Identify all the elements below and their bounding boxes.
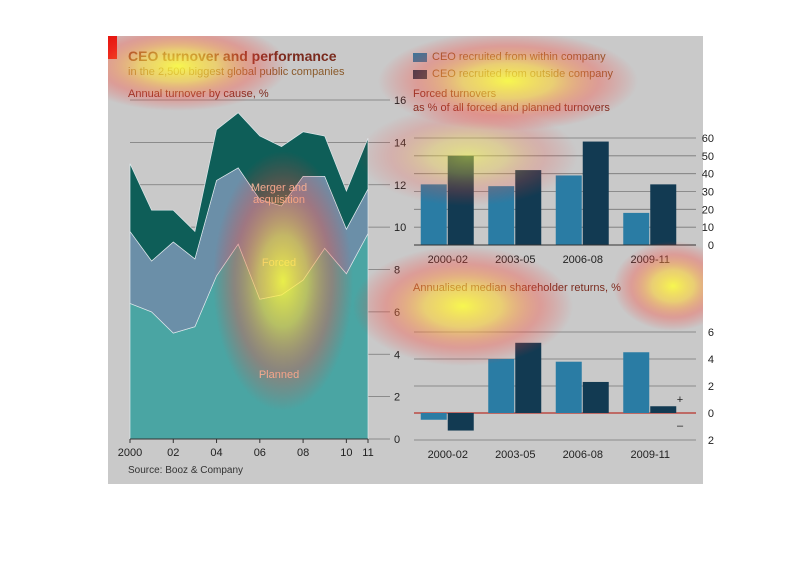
forced-turnover-x-tick-label: 2000-02 [428,254,468,266]
left-x-tick-label: 11 [362,447,373,459]
forced-turnover-y-tick-label: 10 [702,222,714,234]
forced-turnover-bar [515,170,542,245]
shareholder-returns-bar [582,381,609,413]
forced-turnover-bar [447,155,474,245]
forced-turnover-bar [623,212,650,245]
forced-turnover-bar [582,141,609,245]
area-label-merger: acquisition [253,194,305,206]
shareholder-returns-x-tick-label: 2000-02 [428,449,468,461]
left-y-tick-label: 8 [394,265,400,277]
forced-turnover-bar [650,184,677,245]
shareholder-returns-y-tick-label: 2 [708,381,714,393]
shareholder-returns-bar [555,361,582,413]
left-y-tick-label: 6 [394,307,400,319]
shareholder-returns-bar [488,359,515,413]
forced-turnover-y-tick-label: 50 [702,151,714,163]
shareholder-returns-minus-sign: – [677,420,684,432]
shareholder-returns-x-tick-label: 2009-11 [630,449,670,461]
forced-turnover-x-tick-label: 2009-11 [630,254,670,266]
area-label-merger: Merger and [251,182,307,194]
forced-turnover-bar [555,175,582,245]
left-y-tick-label: 12 [394,180,406,192]
left-x-tick-label: 04 [210,447,222,459]
shareholder-returns-y-tick-label: 0 [708,408,714,420]
shareholder-returns-bar [515,342,542,413]
left-y-tick-label: 10 [394,222,406,234]
shareholder-returns-y-tick-label: 2 [708,435,714,447]
left-x-tick-label: 08 [297,447,309,459]
shareholder-returns-bar [650,406,677,413]
left-x-tick-label: 2000 [118,447,142,459]
forced-turnover-x-tick-label: 2003-05 [495,254,535,266]
shareholder-returns-plus-sign: + [677,394,683,406]
shareholder-returns-x-tick-label: 2006-08 [563,449,603,461]
shareholder-returns-x-tick-label: 2003-05 [495,449,535,461]
left-x-tick-label: 02 [167,447,179,459]
forced-turnover-bar [488,186,515,245]
area-label-forced: Forced [262,257,296,269]
area-label-planned: Planned [259,369,299,381]
source-note: Source: Booz & Company [128,465,244,476]
left-y-tick-label: 16 [394,95,406,107]
forced-turnover-bar [420,184,447,245]
forced-turnover-x-tick-label: 2006-08 [563,254,603,266]
shareholder-returns-bar [447,413,474,431]
shareholder-returns-y-tick-label: 4 [708,354,714,366]
shareholder-returns-bar [623,352,650,413]
left-y-tick-label: 0 [394,434,400,446]
left-x-tick-label: 06 [254,447,266,459]
left-y-tick-label: 2 [394,392,400,404]
forced-turnover-y-tick-label: 40 [702,169,714,181]
left-y-tick-label: 4 [394,349,400,361]
shareholder-returns-y-tick-label: 6 [708,327,714,339]
forced-turnover-y-tick-label: 20 [702,204,714,216]
forced-turnover-y-tick-label: 60 [702,133,714,145]
forced-turnover-y-tick-label: 0 [708,240,714,252]
shareholder-returns-bar [420,413,447,420]
forced-turnover-y-tick-label: 30 [702,187,714,199]
left-x-tick-label: 10 [340,447,352,459]
left-y-tick-label: 14 [394,137,406,149]
